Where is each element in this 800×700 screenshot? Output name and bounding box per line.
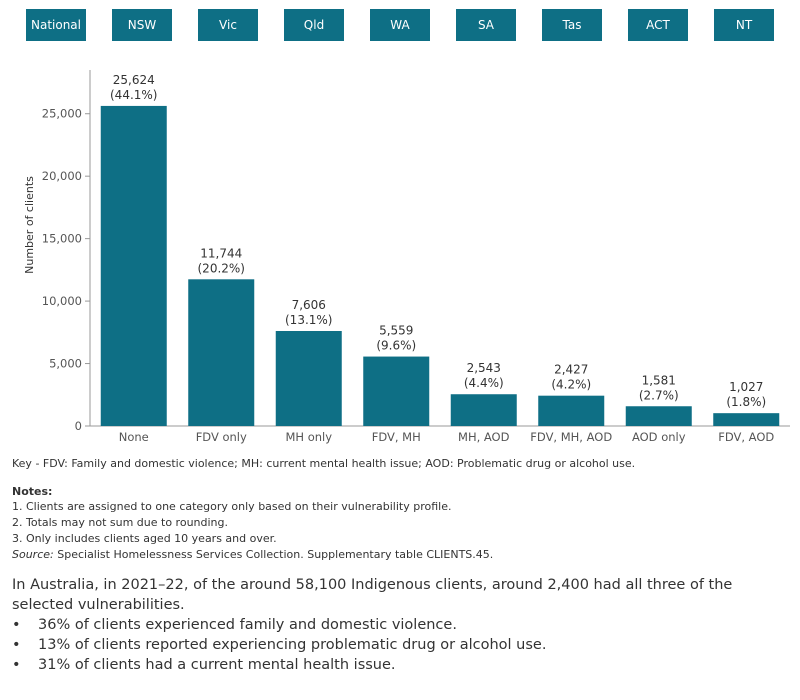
source-text: Specialist Homelessness Services Collect… [53, 548, 494, 561]
bar-value-label: 2,543 [467, 361, 501, 375]
x-tick-label: AOD only [632, 430, 686, 444]
bar-value-label: 11,744 [200, 246, 242, 260]
bar-value-label: 1,581 [642, 373, 676, 387]
y-tick-label: 25,000 [42, 107, 82, 121]
bullet-text: 31% of clients had a current mental heal… [38, 657, 396, 673]
bar-value-label: 1,027 [729, 380, 763, 394]
tab-national[interactable]: National [26, 9, 86, 41]
x-tick-label: MH, AOD [458, 430, 510, 444]
y-tick-label: 20,000 [42, 169, 82, 183]
x-tick-label: MH only [285, 430, 332, 444]
summary-bullet: • 13% of clients reported experiencing pr… [12, 635, 792, 655]
bar-percent-label: (4.2%) [551, 378, 591, 392]
bar-chart: Number of clients 0 5,000 10,000 15,000 20,0… [23, 70, 790, 444]
bar [100, 105, 167, 426]
x-tick-label: FDV only [196, 430, 247, 444]
bar [275, 330, 342, 426]
tab-wa[interactable]: WA [370, 9, 430, 41]
x-tick-label: None [119, 430, 149, 444]
x-tick-label: FDV, MH [372, 430, 421, 444]
bullet-icon: • [12, 637, 21, 653]
bar-value-label: 25,624 [113, 73, 155, 87]
bar-percent-label: (20.2%) [198, 261, 245, 275]
notes-title: Notes: [12, 485, 53, 498]
bullet-icon: • [12, 617, 21, 633]
bar-percent-label: (2.7%) [639, 388, 679, 402]
tab-nsw[interactable]: NSW [112, 9, 172, 41]
jurisdiction-tabs: National NSW Vic Qld WA SA Tas ACT NT [0, 0, 800, 50]
tab-qld[interactable]: Qld [284, 9, 344, 41]
bullet-icon: • [12, 657, 21, 673]
y-axis-label: Number of clients [23, 176, 36, 274]
summary-intro: In Australia, in 2021–22, of the around … [12, 577, 733, 613]
summary-bullet: • 36% of clients experienced family and d… [12, 615, 792, 635]
bar [625, 406, 692, 426]
tab-sa[interactable]: SA [456, 9, 516, 41]
bars: 25,624(44.1%) None 11,744(20.2%) FDV only 7,… [100, 73, 780, 444]
y-tick-label: 5,000 [49, 357, 82, 371]
y-axis-ticks: 0 5,000 10,000 15,000 20,000 25,000 [42, 107, 90, 433]
bar [450, 394, 517, 426]
summary-list: • 36% of clients experienced family and d… [12, 615, 792, 675]
x-tick-label: FDV, AOD [718, 430, 774, 444]
summary-bullet: • 31% of clients had a current mental hea… [12, 655, 792, 675]
note-1: 1. Clients are assigned to one category … [12, 500, 452, 513]
note-3: 3. Only includes clients aged 10 years a… [12, 532, 277, 545]
tab-nt[interactable]: NT [714, 9, 774, 41]
tab-act[interactable]: ACT [628, 9, 688, 41]
bullet-text: 36% of clients experienced family and do… [38, 617, 457, 633]
bar-value-label: 7,606 [292, 298, 326, 312]
bar [713, 413, 780, 426]
bar-value-label: 5,559 [379, 324, 413, 338]
chart-key: Key - FDV: Family and domestic violence;… [12, 457, 636, 470]
bar [538, 395, 605, 426]
y-tick-label: 10,000 [42, 294, 82, 308]
y-tick-label: 15,000 [42, 232, 82, 246]
tab-tas[interactable]: Tas [542, 9, 602, 41]
bar-value-label: 2,427 [554, 363, 588, 377]
bar [188, 279, 255, 426]
summary: In Australia, in 2021–22, of the around … [12, 575, 792, 675]
bar [363, 356, 430, 426]
x-tick-label: FDV, MH, AOD [530, 430, 612, 444]
bar-percent-label: (4.4%) [464, 376, 504, 390]
bullet-text: 13% of clients reported experiencing pro… [38, 637, 547, 653]
bar-percent-label: (1.8%) [726, 395, 766, 409]
bar-percent-label: (9.6%) [376, 339, 416, 353]
bar-percent-label: (13.1%) [285, 313, 332, 327]
note-2: 2. Totals may not sum due to rounding. [12, 516, 228, 529]
source-label: Source: [12, 548, 54, 561]
bar-percent-label: (44.1%) [110, 88, 157, 102]
source-note: Source: Specialist Homelessness Services… [12, 548, 493, 561]
tab-vic[interactable]: Vic [198, 9, 258, 41]
y-tick-label: 0 [75, 419, 82, 433]
